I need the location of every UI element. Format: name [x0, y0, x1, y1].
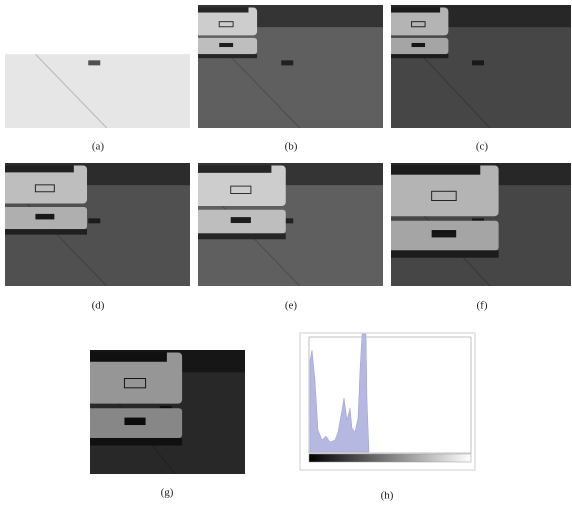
truck-plate	[411, 42, 426, 48]
truck-plate	[219, 42, 234, 48]
truck-plate	[230, 217, 251, 224]
photo-content	[198, 163, 383, 286]
floor-grate	[281, 60, 294, 66]
floor-line	[23, 41, 108, 128]
photo	[391, 5, 571, 128]
truck-badge	[230, 185, 252, 195]
truck-windshield	[391, 7, 441, 13]
truck-shadow	[90, 438, 183, 446]
histogram-shape	[309, 333, 370, 453]
truck-shadow	[391, 250, 499, 258]
truck-windshield	[391, 165, 481, 175]
truck-windshield	[198, 165, 272, 173]
histogram-panel	[299, 332, 476, 471]
photo	[391, 163, 571, 286]
truck-windshield	[5, 165, 74, 173]
truck-shadow	[5, 229, 88, 235]
truck-badge	[411, 21, 426, 28]
photo-content	[5, 5, 190, 128]
truck-windshield	[90, 352, 167, 362]
truck-badge	[34, 184, 55, 193]
truck-badge	[218, 21, 234, 28]
caption: (f)	[477, 300, 488, 312]
truck-badge	[123, 378, 147, 389]
truck-plate	[124, 417, 146, 426]
truck-windshield	[198, 7, 249, 13]
photo	[198, 163, 383, 286]
floor-grate	[472, 60, 484, 66]
truck-shadow	[198, 233, 286, 240]
photo-content	[391, 163, 571, 286]
caption: (b)	[285, 141, 298, 153]
photo-content	[391, 5, 571, 128]
caption: (e)	[285, 300, 298, 312]
photo	[5, 5, 190, 128]
glare	[5, 5, 190, 55]
photo	[198, 5, 383, 128]
floor-grate	[281, 218, 294, 224]
truck-shadow	[391, 54, 449, 59]
photo	[5, 163, 190, 286]
photo	[90, 350, 245, 474]
caption: (d)	[92, 300, 105, 312]
floor-grate	[88, 218, 101, 224]
truck-badge	[431, 190, 457, 202]
truck-plate	[431, 230, 457, 238]
caption: (h)	[381, 490, 394, 502]
caption: (c)	[476, 141, 489, 153]
photo-content	[198, 5, 383, 128]
caption: (a)	[92, 141, 105, 153]
truck-shadow	[198, 54, 258, 59]
photo-content	[5, 163, 190, 286]
caption: (g)	[161, 487, 174, 499]
floor-grate	[88, 60, 101, 66]
photo-content	[90, 350, 245, 474]
truck-plate	[35, 213, 55, 220]
